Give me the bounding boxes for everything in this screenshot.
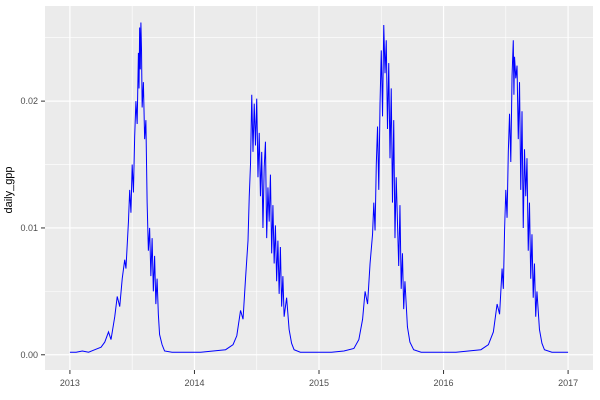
x-tick-label: 2016	[434, 378, 454, 388]
y-axis-title: daily_gpp	[3, 166, 15, 213]
x-tick-label: 2013	[60, 378, 80, 388]
x-tick-label: 2014	[184, 378, 204, 388]
y-tick-label: 0.00	[20, 350, 38, 360]
plot-layers: 2013 2014 2015 2016 2017 0.00 0.01 0.02	[20, 6, 593, 388]
x-tick-label: 2015	[309, 378, 329, 388]
y-tick-label: 0.02	[20, 96, 38, 106]
data-line-daily_gpp	[69, 22, 569, 353]
x-tick-label: 2017	[558, 378, 578, 388]
y-tick-label: 0.01	[20, 223, 38, 233]
